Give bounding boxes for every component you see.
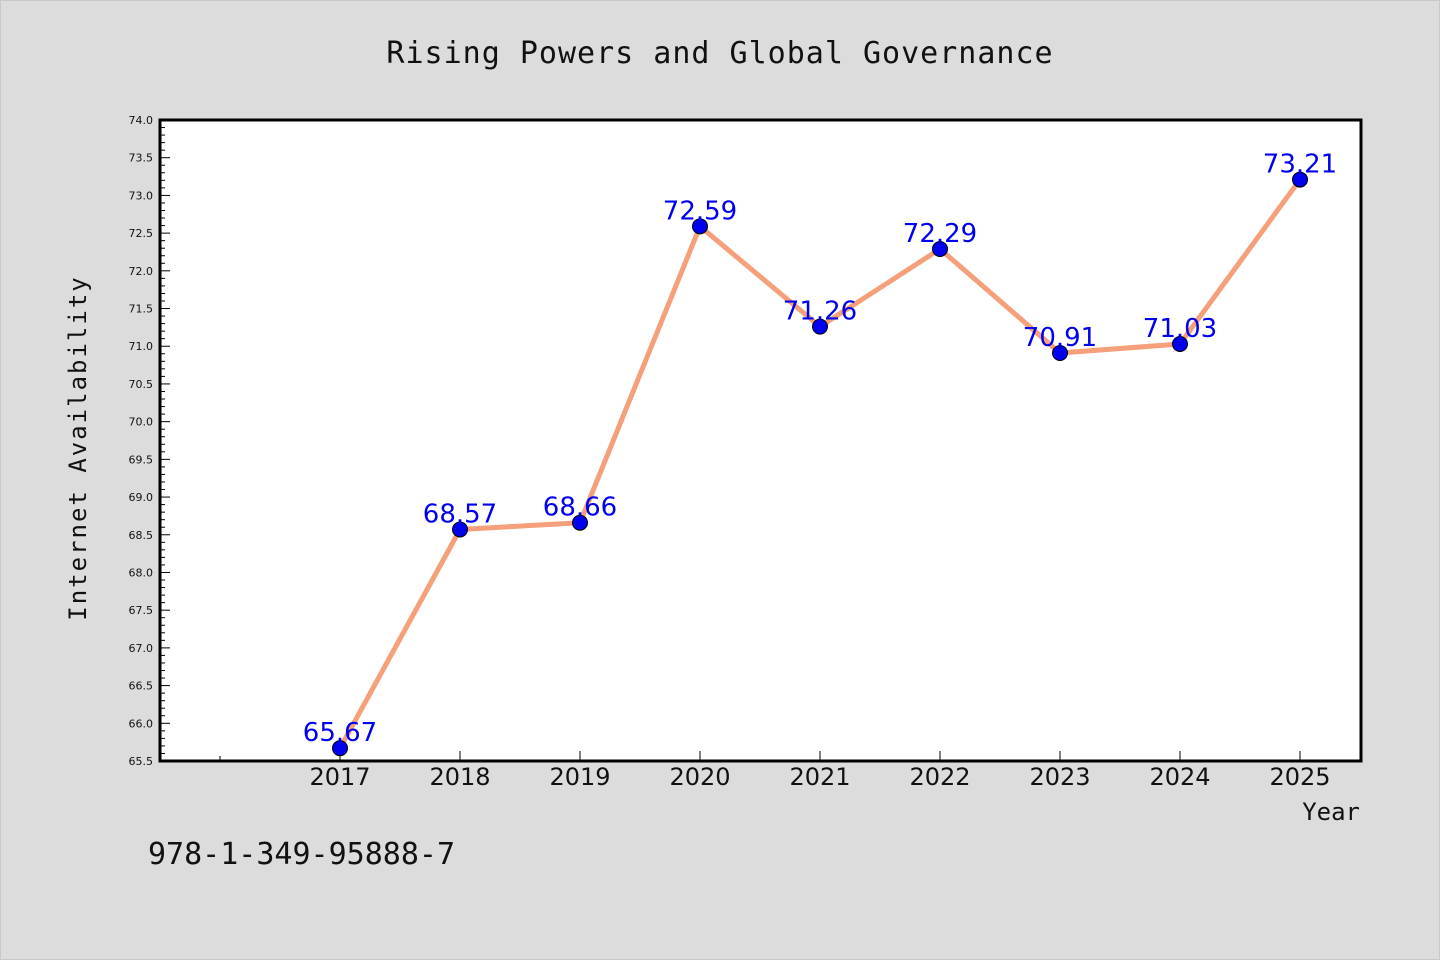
data-label: 72.59: [663, 196, 737, 226]
x-tick-label: 2018: [429, 763, 490, 791]
y-tick-label: 67.0: [129, 642, 154, 655]
data-point: [452, 521, 468, 538]
y-tick-label: 74.0: [129, 114, 154, 127]
data-labels: 65.67 68.57 68.66 72.59 71.26 72.29 70.91 71.03…: [303, 150, 1337, 749]
x-tick-label: 2025: [1269, 763, 1330, 791]
data-point: [932, 240, 948, 257]
x-tick-label: 2017: [309, 763, 370, 791]
data-point: [812, 318, 828, 335]
y-tick-label: 71.5: [129, 303, 154, 316]
y-tick-label: 72.5: [129, 227, 154, 240]
y-tick-label: 70.5: [129, 378, 154, 391]
x-tick-label: 2024: [1149, 763, 1210, 791]
y-tick-label: 65.5: [129, 755, 154, 768]
x-tick-label: 2022: [909, 763, 970, 791]
data-point: [572, 514, 588, 531]
x-tick-label: 2020: [669, 763, 730, 791]
y-tick-label: 72.0: [129, 265, 154, 278]
data-label: 72.29: [903, 219, 977, 249]
y-tick-label: 67.5: [129, 604, 154, 617]
y-axis-label: Internet Availability: [64, 275, 92, 620]
y-tick-label: 69.0: [129, 491, 154, 504]
y-tick-label: 68.5: [129, 529, 154, 542]
plot-area: [158, 118, 1363, 763]
x-tick-label: 2019: [549, 763, 610, 791]
y-tick-label: 68.0: [129, 566, 154, 579]
data-label: 73.21: [1263, 150, 1337, 180]
x-tick-label: 2021: [789, 763, 850, 791]
x-axis: 2017 2018 2019 2020 2021 2022 2023 2024 2025: [219, 751, 1331, 791]
data-label: 68.57: [423, 499, 497, 529]
y-tick-label: 73.0: [129, 189, 154, 202]
data-label: 70.91: [1023, 323, 1097, 353]
y-tick-label: 71.0: [129, 340, 154, 353]
chart-title: Rising Powers and Global Governance: [386, 36, 1053, 71]
data-point: [332, 740, 348, 757]
y-axis: 65.5 66.0 66.5 67.0 67.5 68.0 68.5 69.0 69.5 70.0…: [129, 114, 170, 768]
data-point: [1172, 335, 1188, 352]
x-tick-label: 2023: [1029, 763, 1090, 791]
data-markers: [332, 171, 1308, 757]
footer-identifier: 978-1-349-95888-7: [148, 837, 455, 872]
data-point: [1292, 171, 1308, 188]
data-label: 65.67: [303, 718, 377, 748]
data-label: 71.03: [1143, 314, 1217, 344]
y-tick-label: 69.5: [129, 453, 154, 466]
data-label: 68.66: [543, 493, 617, 523]
y-tick-label: 66.0: [129, 717, 154, 730]
y-tick-label: 70.0: [129, 416, 154, 429]
y-tick-label: 66.5: [129, 680, 154, 693]
x-axis-label: Year: [1302, 798, 1360, 826]
data-label: 71.26: [783, 297, 857, 327]
y-tick-label: 73.5: [129, 152, 154, 165]
data-point: [1052, 345, 1068, 362]
data-point: [692, 218, 708, 235]
